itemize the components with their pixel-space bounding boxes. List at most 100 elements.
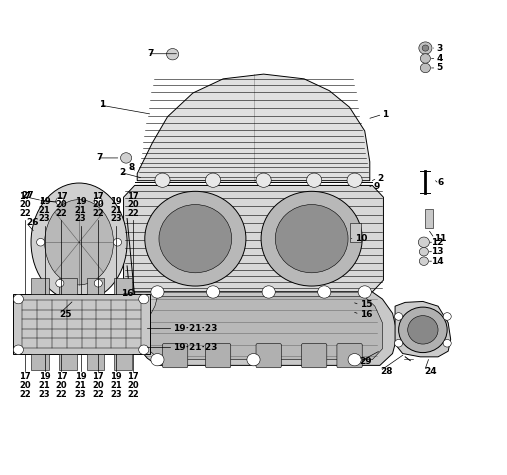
Circle shape (419, 247, 428, 256)
Text: 28: 28 (380, 367, 392, 376)
Circle shape (443, 313, 451, 320)
Text: 12: 12 (431, 238, 444, 247)
Circle shape (205, 173, 221, 187)
Text: 20: 20 (127, 200, 139, 209)
Text: 23: 23 (75, 390, 86, 399)
Text: 22: 22 (55, 390, 67, 399)
Text: 3: 3 (437, 44, 443, 53)
Circle shape (347, 173, 362, 187)
Text: 10: 10 (354, 234, 367, 243)
Circle shape (261, 191, 362, 286)
Text: 22: 22 (55, 209, 67, 218)
Bar (87, 278, 104, 294)
Polygon shape (132, 292, 397, 365)
Text: 19·21·23: 19·21·23 (172, 324, 217, 333)
Text: 20: 20 (56, 381, 67, 390)
Circle shape (13, 294, 23, 304)
Text: 17: 17 (92, 191, 103, 200)
Circle shape (151, 353, 164, 366)
Text: 23: 23 (39, 390, 51, 399)
Text: 17: 17 (56, 191, 67, 200)
Bar (87, 353, 104, 370)
Text: 7: 7 (148, 49, 154, 58)
Text: 4: 4 (437, 54, 443, 63)
Text: 19: 19 (110, 372, 122, 381)
Text: 21: 21 (110, 381, 122, 390)
Circle shape (420, 63, 430, 73)
Text: 22: 22 (19, 390, 31, 399)
Text: 19: 19 (75, 372, 86, 381)
Text: 8: 8 (129, 163, 135, 172)
Circle shape (139, 345, 149, 354)
Text: 22: 22 (92, 390, 103, 399)
Polygon shape (395, 302, 451, 357)
Text: 14: 14 (431, 256, 444, 266)
Text: 23: 23 (39, 214, 51, 223)
Circle shape (155, 173, 170, 187)
Bar (31, 353, 49, 370)
FancyBboxPatch shape (337, 343, 362, 368)
Circle shape (56, 279, 64, 287)
Text: 20: 20 (19, 200, 31, 209)
Text: 22: 22 (127, 209, 139, 218)
Text: 1: 1 (382, 110, 389, 119)
Text: 17: 17 (19, 372, 31, 381)
Bar (425, 209, 433, 228)
Text: 19: 19 (75, 197, 86, 206)
Bar (115, 353, 132, 370)
Text: 7: 7 (97, 153, 103, 162)
Text: 13: 13 (431, 247, 444, 256)
Text: 26: 26 (26, 218, 39, 227)
Circle shape (145, 191, 246, 286)
Text: 1: 1 (99, 100, 105, 109)
Text: 29: 29 (359, 357, 372, 366)
Text: 19·21·23: 19·21·23 (172, 343, 217, 352)
Circle shape (166, 48, 178, 60)
Text: 17: 17 (92, 372, 103, 381)
Text: 19: 19 (39, 197, 51, 206)
Polygon shape (137, 74, 370, 180)
Text: 21: 21 (39, 381, 51, 390)
Circle shape (256, 173, 271, 187)
Text: 15: 15 (359, 300, 372, 309)
Circle shape (420, 54, 430, 63)
FancyBboxPatch shape (256, 343, 281, 368)
Text: 22: 22 (127, 390, 139, 399)
Polygon shape (124, 185, 383, 292)
Text: 24: 24 (424, 367, 437, 376)
Circle shape (443, 340, 451, 347)
FancyBboxPatch shape (205, 343, 231, 368)
Text: 23: 23 (110, 214, 122, 223)
Circle shape (275, 205, 348, 273)
Text: 20: 20 (127, 381, 139, 390)
FancyBboxPatch shape (162, 343, 188, 368)
Text: 21: 21 (39, 206, 51, 215)
Ellipse shape (31, 183, 127, 302)
Circle shape (394, 340, 403, 347)
Text: 9: 9 (374, 182, 380, 191)
Text: 19: 19 (39, 372, 51, 381)
Text: 2: 2 (120, 168, 126, 177)
Circle shape (318, 286, 331, 298)
FancyBboxPatch shape (302, 343, 327, 368)
Text: 2: 2 (377, 174, 384, 183)
Text: 6: 6 (437, 178, 443, 187)
Text: 16: 16 (359, 310, 372, 319)
Text: 20: 20 (92, 381, 103, 390)
Circle shape (358, 286, 371, 298)
Circle shape (307, 173, 322, 187)
Text: 21: 21 (110, 206, 122, 215)
Text: 22: 22 (92, 209, 103, 218)
Circle shape (394, 313, 403, 320)
Text: 27: 27 (21, 191, 33, 200)
Circle shape (247, 353, 260, 366)
Text: 16: 16 (121, 289, 133, 298)
Circle shape (399, 307, 447, 352)
Bar (59, 353, 77, 370)
Bar (115, 278, 132, 294)
Polygon shape (148, 297, 382, 360)
Circle shape (159, 205, 232, 273)
Bar (59, 278, 77, 294)
Circle shape (419, 42, 432, 54)
Text: 23: 23 (75, 214, 86, 223)
